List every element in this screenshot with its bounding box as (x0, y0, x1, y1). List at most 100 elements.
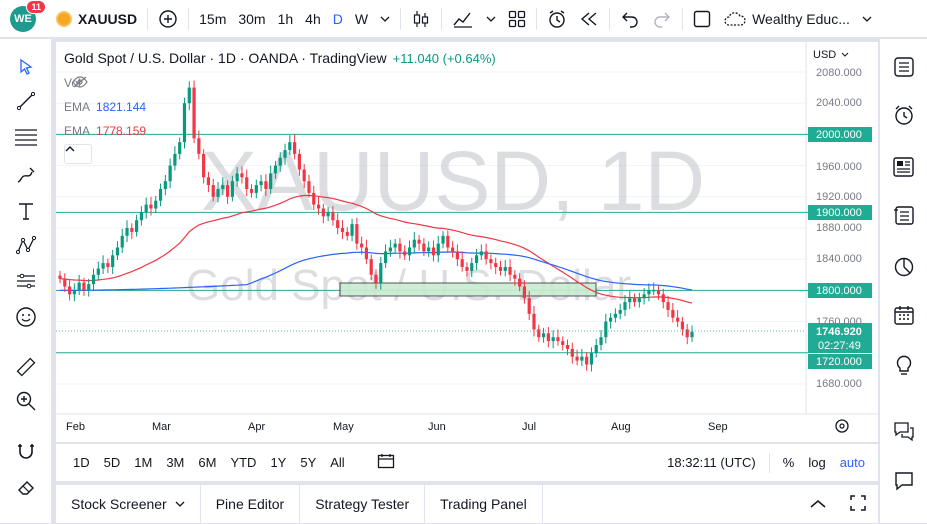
tab-strategy-tester[interactable]: Strategy Tester (300, 484, 426, 524)
icons-tool[interactable] (12, 303, 40, 331)
range-1m[interactable]: 1M (134, 455, 153, 470)
last-price-badge (808, 323, 872, 353)
chart-type-button[interactable] (405, 0, 437, 38)
indicators-dropdown[interactable] (480, 0, 502, 38)
cursor-tool[interactable] (12, 53, 40, 81)
layout-name-button[interactable]: Wealthy Educ... (717, 0, 856, 38)
chart-pane[interactable]: XAUUSD, 1D Gold Spot / U.S. Dollar USD 2… (56, 42, 878, 442)
candle-body (115, 247, 120, 256)
ideas-button[interactable] (890, 351, 918, 379)
candle-body (661, 294, 665, 303)
candle-body (302, 169, 306, 182)
undo-button[interactable] (614, 0, 646, 38)
range-5d[interactable]: 5D (103, 455, 121, 470)
alert-button[interactable] (541, 0, 573, 38)
tab-trading-panel[interactable]: Trading Panel (425, 484, 543, 524)
chat-bubbles-icon (894, 422, 914, 442)
price-tick: 1920.000 (816, 191, 862, 203)
watchlist-button[interactable] (890, 53, 918, 81)
candle-body (101, 263, 105, 269)
time-axis[interactable]: Feb Mar Apr May Jun Jul Aug Sep (66, 421, 728, 433)
brush-tool[interactable] (12, 161, 40, 189)
templates-button[interactable] (502, 0, 532, 38)
range-5y[interactable]: 5Y (300, 455, 317, 470)
eye-off-icon[interactable] (72, 76, 88, 88)
range-3m[interactable]: 3M (166, 455, 185, 470)
candle-body (637, 298, 641, 303)
timeframe-dropdown[interactable] (374, 0, 396, 38)
timeframe-1h[interactable]: 1h (277, 10, 294, 27)
range-all[interactable]: All (330, 455, 345, 470)
range-6m[interactable]: 6M (198, 455, 217, 470)
trend-line-tool[interactable] (12, 87, 40, 115)
calendar-list-button[interactable] (890, 201, 918, 229)
currency-label[interactable]: USD (813, 49, 836, 61)
right-sidebar (879, 39, 927, 523)
volume-indicator[interactable]: Vol (64, 76, 88, 90)
chart-settings-button[interactable] (835, 419, 849, 433)
chats-button[interactable] (890, 417, 918, 445)
zoom-tool[interactable] (12, 387, 40, 415)
candle-body (436, 243, 440, 256)
candle-body (570, 348, 574, 357)
magnet-tool[interactable] (12, 437, 40, 465)
panel-collapse-button[interactable] (798, 496, 838, 512)
text-tool[interactable] (12, 197, 40, 225)
goto-date-button[interactable] (370, 453, 402, 472)
calendar-button[interactable] (890, 301, 918, 329)
chart-title[interactable]: Gold Spot / U.S. Dollar · 1D · OANDA · T… (64, 50, 387, 66)
data-window-button[interactable] (890, 253, 918, 281)
user-avatar[interactable]: WE 11 (10, 0, 46, 32)
fib-tool[interactable] (12, 123, 40, 151)
time-tick: Aug (611, 421, 631, 433)
price-tick: 1840.000 (816, 253, 862, 265)
timeframe-d[interactable]: D (332, 10, 343, 27)
candle-body (398, 243, 402, 252)
forecast-tool[interactable] (12, 267, 40, 295)
timeframe-15m[interactable]: 15m (199, 10, 227, 27)
layout-dropdown[interactable] (856, 0, 878, 38)
redo-button[interactable] (646, 0, 678, 38)
eraser-tool[interactable] (12, 473, 40, 501)
alerts-button[interactable] (890, 101, 918, 129)
alarm-clock-icon (895, 105, 913, 125)
symbol-search-button[interactable]: XAUUSD (50, 0, 143, 38)
last-price-text: 1746.920 (816, 326, 862, 338)
pattern-tool[interactable] (12, 231, 40, 259)
candle-body (345, 231, 349, 236)
timeframe-w[interactable]: W (354, 10, 369, 27)
panel-maximize-button[interactable] (838, 494, 878, 514)
candle-body (541, 333, 546, 338)
percent-scale-toggle[interactable]: % (782, 455, 795, 470)
timeframe-30m[interactable]: 30m (238, 10, 266, 27)
compare-symbol-button[interactable] (152, 0, 184, 38)
candle-body (647, 290, 651, 295)
grid (56, 42, 878, 415)
candle-body (163, 181, 167, 189)
tab-stock-screener[interactable]: Stock Screener (56, 484, 201, 524)
indicators-button[interactable] (446, 0, 480, 38)
timeframe-4h[interactable]: 4h (305, 10, 321, 27)
auto-scale-toggle[interactable]: auto (839, 455, 865, 470)
log-scale-toggle[interactable]: log (808, 455, 826, 470)
messages-button[interactable] (890, 467, 918, 495)
tab-pine-editor[interactable]: Pine Editor (201, 484, 301, 524)
candle-body (465, 267, 469, 271)
range-ytd[interactable]: YTD (230, 455, 257, 470)
ema-fast-indicator[interactable]: EMA 1821.144 (64, 100, 146, 114)
utc-clock[interactable]: 18:32:11 (UTC) (667, 455, 756, 470)
news-button[interactable] (890, 153, 918, 181)
support-rectangle[interactable] (339, 282, 597, 297)
range-1d[interactable]: 1D (73, 455, 90, 470)
range-1y[interactable]: 1Y (270, 455, 287, 470)
fullscreen-toggle[interactable] (687, 0, 717, 38)
price-chart[interactable]: XAUUSD, 1D Gold Spot / U.S. Dollar USD 2… (56, 42, 878, 442)
candle-body (498, 267, 503, 271)
replay-button[interactable] (573, 0, 605, 38)
legend-collapse-button[interactable] (64, 144, 92, 164)
measure-tool[interactable] (12, 353, 40, 381)
eraser-icon (18, 481, 34, 495)
ema-slow-indicator[interactable]: EMA 1778.159 (64, 124, 146, 138)
price-axis[interactable]: USD 2080.000 2040.000 1960.000 1920.000 … (808, 49, 872, 390)
watermark-symbol: XAUUSD, 1D (201, 134, 705, 228)
